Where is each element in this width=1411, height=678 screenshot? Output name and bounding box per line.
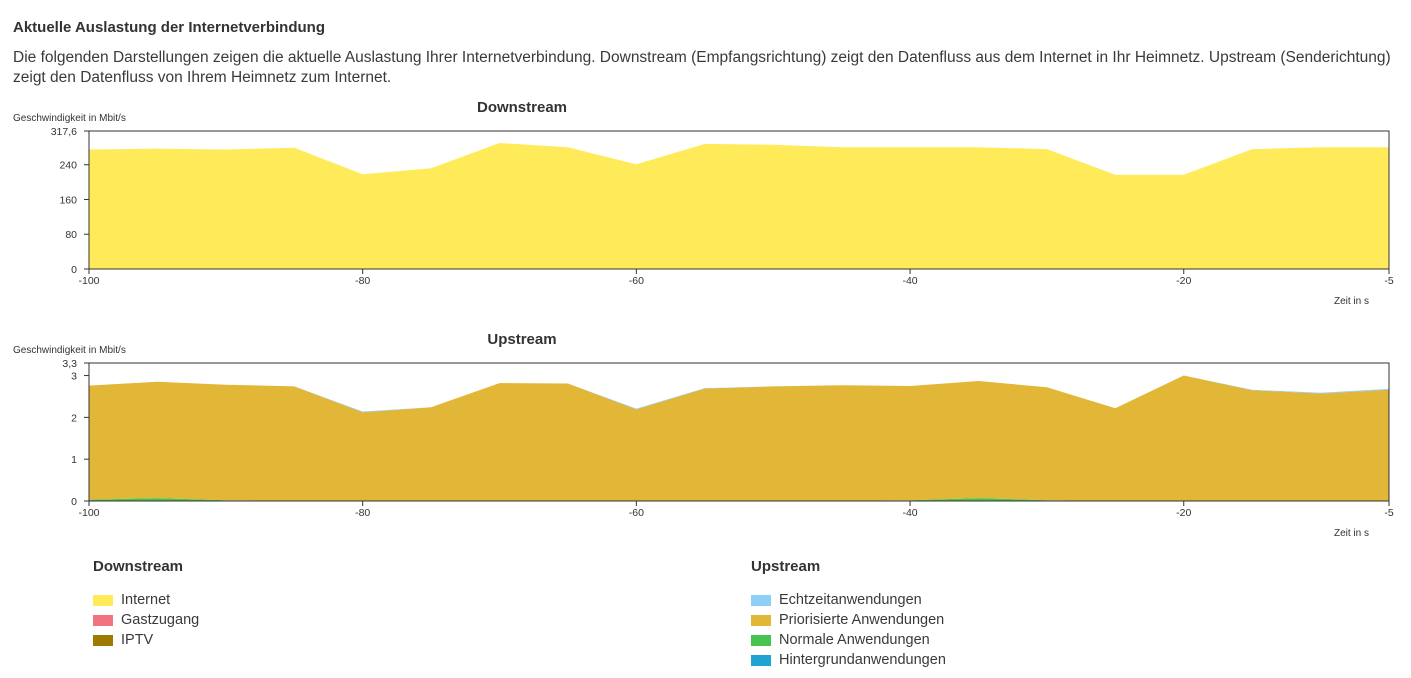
downstream-x-tick-label: -40 bbox=[902, 275, 917, 287]
downstream-x-tick-label: -80 bbox=[355, 275, 370, 287]
legend-swatch-normale-anwendungen bbox=[751, 634, 771, 646]
legend-swatch-gastzugang bbox=[93, 614, 113, 626]
legend-item-iptv: IPTV bbox=[93, 630, 199, 650]
legend-label-gastzugang: Gastzugang bbox=[121, 612, 200, 628]
upstream-x-tick-label: -60 bbox=[629, 507, 644, 519]
upstream-area-priorisierte-anwendungen bbox=[89, 375, 1389, 501]
downstream-x-axis-label: Zeit in s bbox=[1334, 296, 1369, 307]
downstream-plot-frame bbox=[88, 130, 1390, 270]
legend-swatch-priorisierte-anwendungen bbox=[751, 614, 771, 626]
legend-label-normale-anwendungen: Normale Anwendungen bbox=[779, 632, 930, 648]
downstream-chart-title: Downstream bbox=[477, 99, 567, 116]
upstream-chart: Upstream Geschwindigkeit in Mbit/s 0 1 2 33,3… bbox=[13, 331, 1394, 539]
legend-swatch-internet bbox=[93, 594, 113, 606]
downstream-x-tick-label: -5 bbox=[1384, 275, 1393, 287]
downstream-y-tick-label: 80 bbox=[65, 229, 77, 241]
downstream-y-tick-label: 0 bbox=[71, 264, 77, 276]
legend-swatch-hintergrundanwendungen bbox=[751, 654, 771, 666]
upstream-y-tick-label: 2 bbox=[71, 412, 77, 424]
legend-item-gastzugang: Gastzugang bbox=[93, 610, 199, 630]
upstream-legend-heading: Upstream bbox=[751, 558, 821, 575]
legend-label-priorisierte-anwendungen: Priorisierte Anwendungen bbox=[779, 612, 945, 628]
upstream-y-tick-label: 3,3 bbox=[62, 358, 77, 370]
legend-item-hintergrundanwendungen: Hintergrundanwendungen bbox=[751, 650, 946, 670]
legend-label-iptv: IPTV bbox=[121, 632, 154, 648]
upstream-y-tick-label: 1 bbox=[71, 454, 77, 466]
downstream-y-tick-label: 317,6 bbox=[51, 126, 77, 138]
downstream-legend-heading: Downstream bbox=[93, 558, 184, 575]
legend-label-echtzeitanwendungen: Echtzeitanwendungen bbox=[779, 592, 922, 608]
downstream-x-tick-label: -20 bbox=[1176, 275, 1191, 287]
upstream-x-tick-label: -20 bbox=[1176, 507, 1191, 519]
page-description: Die folgenden Darstellungen zeigen die a… bbox=[13, 49, 1391, 86]
upstream-y-tick-label: 3 bbox=[71, 371, 77, 383]
upstream-legend: Upstream Echtzeitanwendungen Priorisiert… bbox=[751, 558, 946, 670]
upstream-x-tick-label: -40 bbox=[902, 507, 917, 519]
legend-item-internet: Internet bbox=[93, 590, 199, 610]
downstream-x-tick-label: -60 bbox=[629, 275, 644, 287]
legend-label-internet: Internet bbox=[121, 592, 171, 608]
upstream-x-tick-label: -100 bbox=[78, 507, 99, 519]
downstream-x-tick-label: -100 bbox=[78, 275, 99, 287]
downstream-y-tick-label: 160 bbox=[59, 194, 77, 206]
legend-item-priorisierte-anwendungen: Priorisierte Anwendungen bbox=[751, 610, 946, 630]
legend-swatch-iptv bbox=[93, 634, 113, 646]
legend-item-echtzeitanwendungen: Echtzeitanwendungen bbox=[751, 590, 946, 610]
downstream-y-axis-label: Geschwindigkeit in Mbit/s bbox=[13, 113, 126, 124]
upstream-chart-title: Upstream bbox=[487, 331, 556, 348]
legend-swatch-echtzeitanwendungen bbox=[751, 594, 771, 606]
downstream-y-tick-label: 240 bbox=[59, 160, 77, 172]
legend-item-normale-anwendungen: Normale Anwendungen bbox=[751, 630, 946, 650]
legend-label-hintergrundanwendungen: Hintergrundanwendungen bbox=[779, 652, 946, 668]
upstream-y-axis-label: Geschwindigkeit in Mbit/s bbox=[13, 345, 126, 356]
downstream-chart: Downstream Geschwindigkeit in Mbit/s 0 80 16… bbox=[13, 99, 1394, 307]
upstream-y-tick-label: 0 bbox=[71, 496, 77, 508]
upstream-x-axis-label: Zeit in s bbox=[1334, 528, 1369, 539]
downstream-area-internet bbox=[89, 143, 1389, 269]
upstream-x-tick-label: -5 bbox=[1384, 507, 1393, 519]
upstream-x-tick-label: -80 bbox=[355, 507, 370, 519]
downstream-legend: Downstream Internet Gastzugang IPTV bbox=[93, 558, 199, 650]
upstream-plot-frame bbox=[88, 362, 1390, 502]
page-title: Aktuelle Auslastung der Internetverbindu… bbox=[13, 19, 325, 36]
